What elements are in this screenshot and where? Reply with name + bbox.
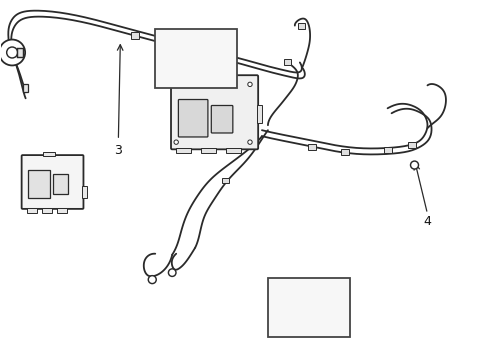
Text: 4: 4 — [423, 215, 430, 228]
Circle shape — [302, 301, 315, 314]
Bar — [222, 177, 228, 183]
Circle shape — [410, 161, 418, 169]
FancyBboxPatch shape — [21, 155, 83, 209]
Text: 6: 6 — [206, 112, 214, 125]
Bar — [155, 28, 237, 88]
Circle shape — [247, 82, 252, 86]
Circle shape — [168, 269, 176, 276]
FancyBboxPatch shape — [178, 99, 207, 137]
Bar — [307, 144, 315, 150]
Bar — [27, 170, 49, 198]
Circle shape — [247, 140, 252, 144]
Bar — [52, 174, 67, 194]
Bar — [340, 149, 348, 155]
FancyBboxPatch shape — [171, 75, 258, 149]
Text: 2: 2 — [305, 311, 313, 324]
FancyBboxPatch shape — [211, 105, 232, 133]
Circle shape — [174, 82, 178, 86]
Circle shape — [7, 47, 18, 58]
Bar — [407, 142, 415, 148]
Bar — [267, 278, 349, 337]
Bar — [57, 208, 66, 213]
Bar — [22, 84, 28, 92]
Text: 5: 5 — [59, 171, 66, 185]
Bar — [256, 105, 262, 123]
Bar — [82, 186, 87, 198]
Circle shape — [148, 276, 156, 284]
FancyBboxPatch shape — [208, 55, 216, 64]
Bar — [201, 148, 216, 153]
FancyBboxPatch shape — [320, 303, 327, 312]
Circle shape — [174, 140, 178, 144]
Bar — [176, 148, 191, 153]
Bar — [41, 208, 51, 213]
Bar — [42, 152, 55, 156]
Bar — [184, 45, 192, 53]
Circle shape — [190, 53, 203, 66]
Text: 3: 3 — [114, 144, 122, 157]
Bar — [297, 23, 304, 28]
Bar — [383, 147, 391, 153]
FancyBboxPatch shape — [204, 50, 224, 69]
Text: 1: 1 — [201, 36, 209, 49]
Bar — [284, 59, 290, 66]
Bar — [17, 48, 22, 58]
Bar — [225, 148, 241, 153]
Bar — [26, 208, 37, 213]
Bar — [131, 32, 139, 39]
FancyBboxPatch shape — [315, 298, 336, 317]
Bar — [224, 58, 232, 64]
Circle shape — [0, 40, 25, 66]
